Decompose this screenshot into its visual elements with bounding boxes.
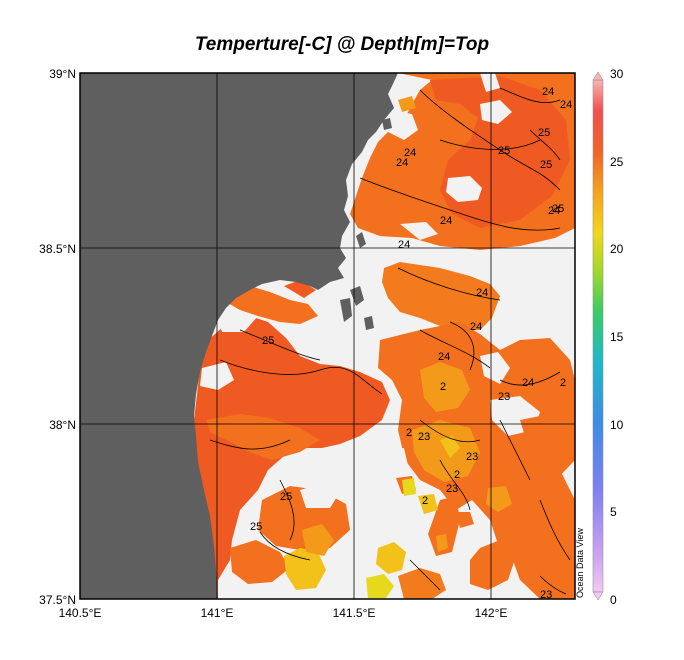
- lat-label-37-5: 37.5°N: [39, 593, 76, 607]
- contour-label: 24: [548, 205, 560, 217]
- contour-label: 23: [540, 589, 552, 601]
- warm-spot-s-yellow-3: [418, 494, 438, 514]
- temperature-field-sw-north-strip: [226, 286, 318, 324]
- lon-label-140-5: 140.5°E: [58, 606, 102, 620]
- temperature-field-sw-inner: [206, 414, 320, 460]
- warm-spot-s-yellow-1: [376, 542, 406, 574]
- temperature-field-sw-strip-2: [284, 280, 316, 298]
- no-data-patch-sw3: [300, 484, 340, 508]
- lon-label-142: 142°E: [474, 606, 508, 620]
- contour-label: 2: [454, 469, 460, 481]
- temperature-field-island-e5: [456, 512, 474, 528]
- land-island-1: [350, 286, 364, 306]
- contour-label: 25: [498, 145, 510, 157]
- temperature-field-east: [382, 262, 500, 330]
- lat-label-39: 39°N: [49, 67, 76, 81]
- colorbar-tick-25: 25: [610, 155, 624, 169]
- no-data-patch-n2: [480, 100, 512, 124]
- warm-spot-s-orange-4: [486, 486, 512, 512]
- grid-lines: [80, 73, 575, 599]
- land-island-3: [364, 316, 374, 330]
- colorbar-tick-10: 10: [610, 418, 624, 432]
- ocean-data-view-watermark: Ocean Data View: [575, 528, 585, 598]
- lat-label-38-5: 38.5°N: [39, 242, 76, 256]
- temperature-field-s-orange-2: [470, 540, 516, 590]
- colorbar-tick-30: 30: [610, 67, 624, 81]
- warm-spot-sw-yellow-2: [302, 524, 334, 556]
- colorbar-bottom-cap: [592, 591, 604, 601]
- contour-label: 24: [470, 321, 482, 333]
- contour-label: 25: [250, 521, 262, 533]
- contour-label: 24: [396, 157, 408, 169]
- colorbar-tick-0: 0: [610, 593, 617, 607]
- contour-label: 23: [418, 431, 430, 443]
- temperature-field-sw-lower: [230, 540, 290, 584]
- contour-label: 24: [440, 215, 452, 227]
- no-data-patch-e5: [386, 448, 410, 480]
- no-data-patch-e1: [480, 352, 510, 384]
- no-data-patch-n5: [400, 222, 438, 240]
- land-island-5: [382, 118, 392, 130]
- contour-label: 25: [552, 203, 564, 215]
- warm-spot-s-yellow-2: [366, 574, 394, 598]
- map-title: Temperture[-C] @ Depth[m]=Top: [194, 34, 490, 55]
- warm-spot-e1: [420, 362, 470, 412]
- colorbar-tick-5: 5: [610, 505, 617, 519]
- contour-label: 24: [404, 147, 416, 159]
- temperature-field-southwest: [194, 316, 390, 599]
- temperature-field-east-south: [510, 450, 575, 599]
- contour-label: 2: [560, 377, 566, 389]
- no-data-patch-n4: [388, 110, 418, 140]
- contour-label: 25: [540, 159, 552, 171]
- warm-spot-yellow-e1: [402, 478, 416, 496]
- plot-frame: [79, 72, 576, 600]
- contour-lines: [209, 87, 571, 595]
- warm-spot-n1: [398, 96, 416, 112]
- land-island-2: [340, 298, 352, 322]
- lon-label-141-5: 141.5°E: [332, 606, 376, 620]
- no-data-patch-n1: [446, 176, 482, 202]
- lon-label-141: 141°E: [200, 606, 234, 620]
- colorbar-top-cap: [592, 71, 604, 81]
- contour-label: 24: [398, 239, 410, 251]
- colorbar: [592, 79, 604, 593]
- colorbar-tick-20: 20: [610, 242, 624, 256]
- contour-label: 23: [466, 451, 478, 463]
- contour-label: 2: [422, 495, 428, 507]
- contour-label: 24: [522, 377, 534, 389]
- land-island-4: [356, 232, 366, 248]
- contour-label: 23: [446, 483, 458, 495]
- contour-label: 2: [406, 427, 412, 439]
- contour-label: 24: [476, 287, 488, 299]
- no-data-patch-n3: [480, 73, 500, 92]
- temperature-field-island-e1: [520, 416, 552, 446]
- contour-label: 23: [498, 391, 510, 403]
- land-mass: [80, 73, 398, 599]
- contour-label-group: 2424252524242524242425252424242323232322…: [250, 86, 572, 601]
- contour-label: 24: [560, 99, 572, 111]
- contour-label: 25: [538, 127, 550, 139]
- contour-label: 2: [440, 381, 446, 393]
- warm-spot-e2: [412, 420, 480, 482]
- contour-label: 24: [438, 351, 450, 363]
- warm-spot-island-e4: [436, 534, 448, 552]
- lat-label-38: 38°N: [49, 418, 76, 432]
- temperature-field-s-orange: [398, 568, 446, 599]
- temperature-field-island-e4: [428, 496, 460, 556]
- warm-spot-e3: [440, 436, 460, 458]
- contour-label: 25: [262, 335, 274, 347]
- colorbar-tick-15: 15: [610, 330, 624, 344]
- contour-label: 25: [280, 491, 292, 503]
- contour-label: 24: [542, 86, 554, 98]
- warm-spot-sw-yellow: [284, 548, 326, 590]
